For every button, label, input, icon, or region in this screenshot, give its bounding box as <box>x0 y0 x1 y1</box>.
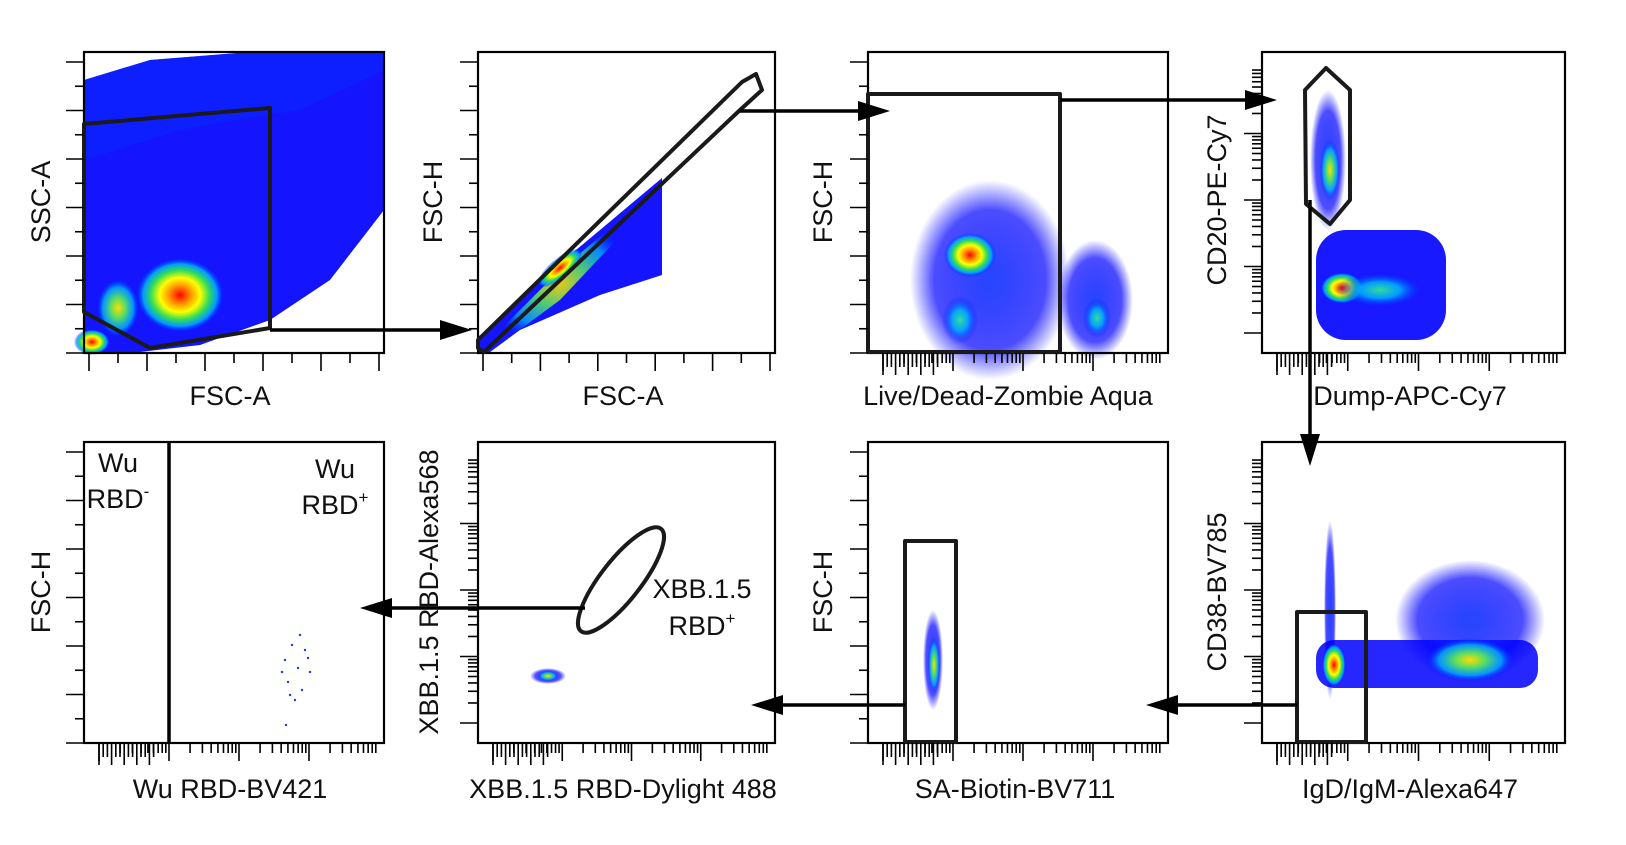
y-axis-label: FSC-H <box>808 161 838 244</box>
switched-b-cells-gate[interactable] <box>1295 610 1368 744</box>
panel-8: Wu RBD- Wu RBD+ Wu RBD-BV421 FSC-H <box>26 440 386 804</box>
x-axis-label: FSC-A <box>190 381 271 411</box>
b-cells-gate[interactable] <box>1303 66 1352 226</box>
event-dot <box>290 643 294 647</box>
gate-label-line2: RBD+ <box>669 609 736 641</box>
x-axis-label: FSC-A <box>583 381 664 411</box>
sparse-events <box>280 633 312 727</box>
arrow-panel3-to-panel4 <box>1060 90 1277 110</box>
arrow-panel2-to-panel3 <box>740 101 890 121</box>
event-dot <box>284 723 288 727</box>
x-axis-label: XBB.1.5 RBD-Dylight 488 <box>469 774 777 804</box>
density-cloud <box>478 178 662 352</box>
event-dot <box>306 656 310 660</box>
event-dot <box>308 670 312 674</box>
panel-2: FSC-A FSC-H <box>418 50 777 411</box>
panel-6: SA-Biotin-BV711 FSC-H <box>808 440 1170 804</box>
arrow-panel1-to-panel2 <box>270 320 472 340</box>
event-dot <box>280 670 284 674</box>
y-axis-label: FSC-H <box>808 551 838 634</box>
singlets-gate[interactable] <box>476 72 764 354</box>
y-axis-label: CD38-BV785 <box>1202 512 1232 671</box>
event-dot <box>298 633 302 637</box>
x-axis-label: SA-Biotin-BV711 <box>915 774 1116 804</box>
live-cells-gate[interactable] <box>866 92 1062 354</box>
x-axis-label: Wu RBD-BV421 <box>133 774 328 804</box>
gate-label-rbd: RBD <box>669 611 726 641</box>
panel-7: XBB.1.5 RBD+ XBB.1.5 RBD-Dylight 488 XBB… <box>414 440 777 804</box>
arrow-panel7-to-panel8 <box>360 598 585 618</box>
gate-label-pos-rbd: RBD <box>302 490 359 520</box>
gate-label-pos-sup: + <box>359 488 369 507</box>
panel-5: IgD/IgM-Alexa647 CD38-BV785 <box>1202 440 1567 804</box>
x-axis-label: Dump-APC-Cy7 <box>1313 381 1507 411</box>
xbb-rbd-positive-gate[interactable] <box>565 516 677 643</box>
density-cloud <box>530 668 566 684</box>
gate-label-neg-line1: Wu <box>98 448 138 478</box>
panel-1: FSC-A SSC-A <box>26 50 386 411</box>
gate-label-line1: XBB.1.5 <box>652 574 751 604</box>
gate-label-sup: + <box>726 609 736 628</box>
sa-biotin-negative-gate[interactable] <box>903 539 958 744</box>
x-axis-label: Live/Dead-Zombie Aqua <box>863 381 1154 411</box>
arrow-panel5-to-panel6 <box>1146 695 1297 715</box>
y-axis-label: SSC-A <box>26 161 56 244</box>
event-dot <box>293 698 297 702</box>
gate-label-neg-line2: RBD- <box>87 482 150 514</box>
y-axis-label: XBB.1.5 RBD-Alexa568 <box>414 449 444 734</box>
event-dot <box>303 648 307 652</box>
x-axis-label: IgD/IgM-Alexa647 <box>1302 774 1518 804</box>
gate-label-pos-line1: Wu <box>315 454 355 484</box>
y-axis-label: FSC-H <box>418 161 448 244</box>
plot-frame <box>866 440 1170 745</box>
gating-arrows <box>270 90 1320 715</box>
gate-label-neg-rbd: RBD <box>87 484 144 514</box>
density-cloud <box>1310 90 1446 340</box>
arrow-panel6-to-panel7 <box>751 695 905 715</box>
event-dot <box>296 666 300 670</box>
arrow-panel4-to-panel5 <box>1300 200 1320 466</box>
event-dot <box>286 680 290 684</box>
density-cloud <box>923 610 943 710</box>
y-axis-label: FSC-H <box>26 551 56 634</box>
event-dot <box>283 658 287 662</box>
panel-4: Dump-APC-Cy7 CD20-PE-Cy7 <box>1202 50 1567 411</box>
density-cloud <box>910 180 1133 380</box>
plot-frame <box>82 440 386 745</box>
panel-3: Live/Dead-Zombie Aqua FSC-H <box>808 50 1170 411</box>
density-cloud <box>74 52 384 355</box>
event-dot <box>288 693 292 697</box>
event-dot <box>300 688 304 692</box>
gate-label-pos-line2: RBD+ <box>302 488 369 520</box>
gate-label-neg-sup: - <box>144 482 150 501</box>
y-axis-label: CD20-PE-Cy7 <box>1202 114 1232 285</box>
